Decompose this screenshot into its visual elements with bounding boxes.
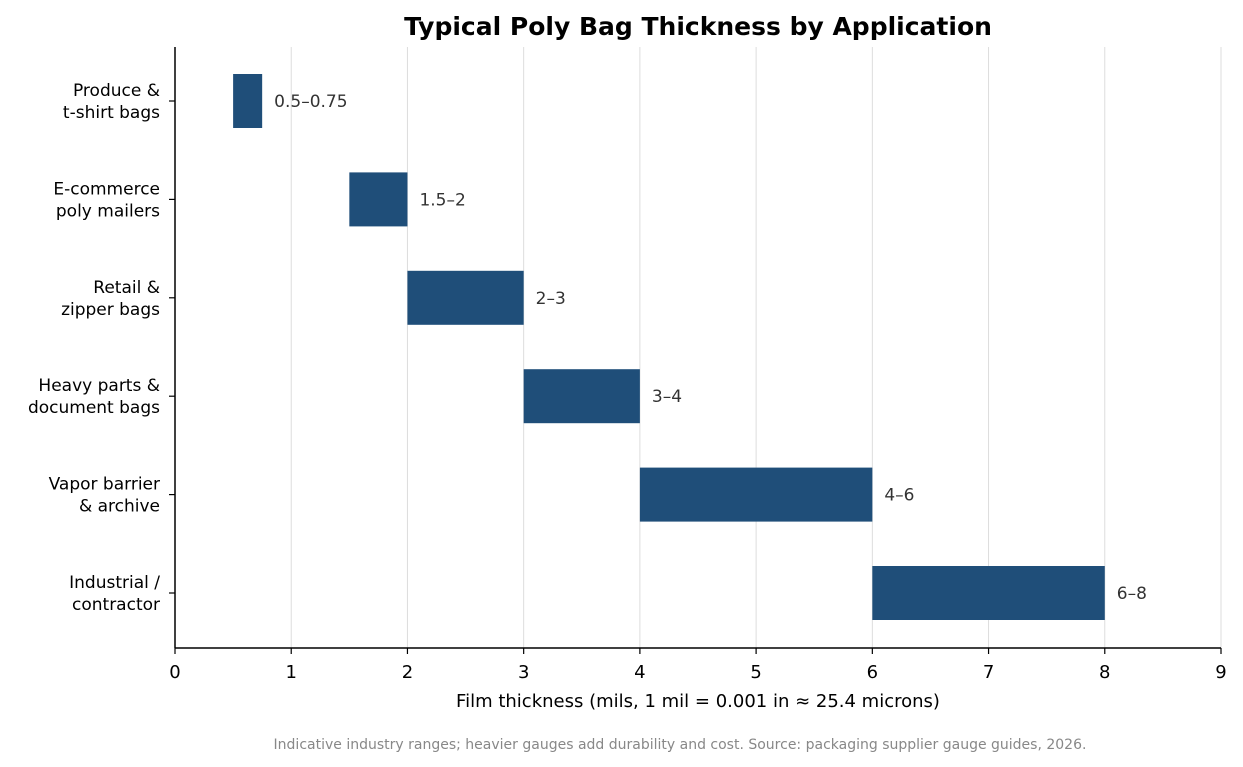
x-tick-label: 7 xyxy=(983,662,994,683)
chart-title: Typical Poly Bag Thickness by Applicatio… xyxy=(404,12,992,41)
x-tick-label: 6 xyxy=(867,662,878,683)
range-data-label: 4–6 xyxy=(884,486,914,506)
bars-group xyxy=(233,74,1105,620)
gridlines xyxy=(290,47,1222,648)
range-data-label: 6–8 xyxy=(1117,584,1147,604)
category-label: E-commerce poly mailers xyxy=(53,179,160,221)
x-tick-label: 0 xyxy=(169,662,180,683)
data-labels-group: 0.5–0.75 1.5–2 2–3 3–4 4–6 6–8 xyxy=(274,92,1147,604)
category-label: Retail & zipper bags xyxy=(61,278,160,320)
category-label: Heavy parts & document bags xyxy=(28,376,160,418)
range-data-label: 3–4 xyxy=(652,387,682,407)
category-label: Produce & t-shirt bags xyxy=(63,81,160,123)
axes-group xyxy=(174,47,1221,649)
x-ticks-group: 0 1 2 3 4 5 6 7 8 9 xyxy=(169,648,1227,683)
x-tick-label: 1 xyxy=(285,662,296,683)
x-tick-label: 8 xyxy=(1099,662,1110,683)
range-bar xyxy=(872,566,1105,620)
range-data-label: 2–3 xyxy=(536,289,566,309)
range-bar xyxy=(407,270,524,325)
x-tick-label: 5 xyxy=(750,662,761,683)
x-tick-label: 3 xyxy=(518,662,529,683)
x-axis-label: Film thickness (mils, 1 mil = 0.001 in ≈… xyxy=(456,691,940,712)
range-bar xyxy=(523,369,640,424)
y-ticks-group: Produce & t-shirt bags E-commerce poly mail… xyxy=(28,81,175,615)
range-bar xyxy=(639,467,873,522)
range-data-label: 0.5–0.75 xyxy=(274,92,347,112)
range-data-label: 1.5–2 xyxy=(419,190,465,210)
category-label: Industrial / contractor xyxy=(69,573,160,615)
range-bar xyxy=(349,172,408,227)
x-tick-label: 9 xyxy=(1215,662,1226,683)
category-label: Vapor barrier & archive xyxy=(49,475,160,517)
x-tick-label: 2 xyxy=(402,662,413,683)
x-tick-label: 4 xyxy=(634,662,645,683)
footnote: Indicative industry ranges; heavier gaug… xyxy=(274,737,1087,753)
range-bar xyxy=(233,74,263,128)
